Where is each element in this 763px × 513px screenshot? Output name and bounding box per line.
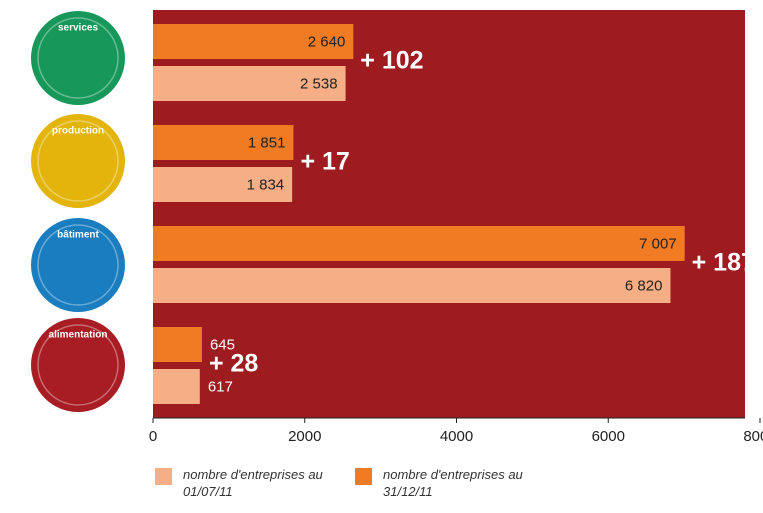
value-label: 1 851 <box>248 134 286 151</box>
chart: 0 2000 4000 6000 8000 services 2 640 2 538 + 102… <box>0 0 763 508</box>
value-label: 617 <box>208 378 233 395</box>
x-tick-label: 4000 <box>440 428 473 445</box>
legend-label: nombre d'entreprises au 31/12/11 <box>383 466 533 500</box>
x-tick-label: 2000 <box>288 428 321 445</box>
bar <box>153 327 202 362</box>
legend-label: nombre d'entreprises au 01/07/11 <box>183 466 333 500</box>
legend-swatch <box>155 468 172 485</box>
legend-entry: nombre d'entreprises au 01/07/11 <box>183 466 343 506</box>
value-label: 7 007 <box>639 235 677 252</box>
value-label: 1 834 <box>247 176 285 193</box>
value-label: 2 538 <box>300 75 338 92</box>
category-label: production <box>52 126 104 137</box>
difference-label: + 187 <box>692 249 755 277</box>
category-label: bâtiment <box>57 230 99 241</box>
x-tick-label: 6000 <box>592 428 625 445</box>
bar <box>153 268 670 303</box>
difference-label: + 17 <box>300 148 349 176</box>
difference-label: + 102 <box>360 47 423 75</box>
value-label: 2 640 <box>308 33 346 50</box>
difference-label: + 28 <box>209 350 258 378</box>
legend-entry: nombre d'entreprises au 31/12/11 <box>383 466 543 506</box>
x-tick-label: 8000 <box>743 428 763 445</box>
x-tick-label: 0 <box>149 428 157 445</box>
legend-swatch <box>355 468 372 485</box>
bar <box>153 226 685 261</box>
bar <box>153 369 200 404</box>
category-label: services <box>58 23 98 34</box>
category-label: alimentation <box>49 330 108 341</box>
value-label: 6 820 <box>625 277 663 294</box>
